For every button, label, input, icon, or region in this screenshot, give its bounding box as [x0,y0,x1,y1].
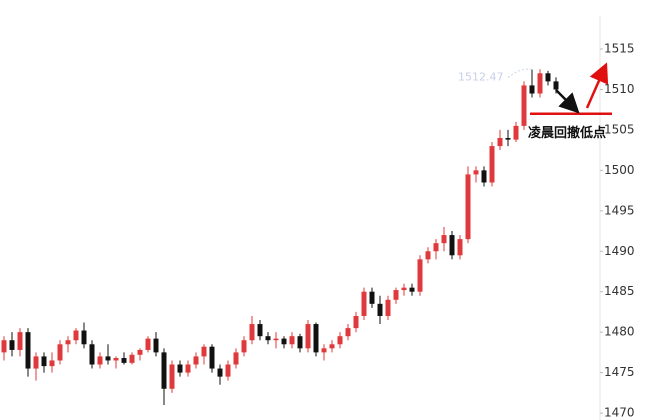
candle-body [9,340,15,350]
y-tick-label: 1500 [604,163,635,177]
y-tick-label: 1480 [604,325,635,339]
candle-body [81,330,87,345]
candle-body [353,315,359,329]
y-tick-label: 1495 [604,203,635,217]
candle-body [129,354,135,363]
candle-body [17,332,23,350]
candle-body [465,174,471,240]
candle-body [33,356,39,369]
candle-body [281,338,287,345]
candle-body [313,324,319,353]
candle-body [473,170,479,175]
candle-body [257,324,263,337]
candle-body [49,360,55,367]
candle-body [377,303,383,316]
candle-body [545,73,551,82]
candle-body [241,340,247,353]
candle-body [193,356,199,365]
candle-body [145,338,151,350]
candle-body [537,73,543,94]
candle-body [497,138,503,147]
candle-body [25,332,31,369]
y-tick-label: 1515 [604,42,635,56]
up-arrow [585,62,609,109]
candle-body [553,81,559,90]
candle-body [297,336,303,349]
candle-body [65,340,71,345]
candle-body [233,352,239,365]
candle-body [185,364,191,373]
candle-body [265,336,271,341]
candle-body [249,324,255,341]
candle-body [449,235,455,256]
down-arrow [555,89,580,114]
y-tick-label: 1475 [604,365,635,379]
candle-body [329,344,335,349]
candle-body [369,291,375,304]
candle-body [137,349,143,355]
candle-body [345,328,351,337]
candle-body [417,259,423,292]
candle-body [401,287,407,291]
candle-body [385,299,391,316]
high-leader [507,68,533,78]
y-tick-label: 1470 [604,406,635,420]
candle-body [425,251,431,260]
candle-body [505,138,511,140]
candle-body [153,338,159,353]
candle-body [113,358,119,361]
candle-body [73,330,79,341]
candle-body [457,239,463,256]
candle-body [201,346,207,357]
candle-body [209,346,215,369]
candle-body [529,85,535,94]
candle-body [169,364,175,389]
y-tick-label: 1490 [604,244,635,258]
candle-body [289,336,295,345]
high-label: 1512.47 [458,70,504,83]
candle-body [337,336,343,345]
candle-body [433,243,439,252]
candle-body [361,291,367,316]
candle-body [521,85,527,126]
candle-body [441,235,447,244]
candle-body [489,146,495,183]
candle-body [305,324,311,349]
candle-body [225,364,231,377]
candle-body [89,344,95,365]
candle-body [217,368,223,377]
candle-body [161,352,167,389]
candle-body [97,356,103,365]
candle-body [1,340,7,353]
support-label: 凌晨回撤低点 [528,125,606,141]
candle-body [409,287,415,292]
candle-body [41,356,47,367]
y-tick-label: 1505 [604,122,635,136]
candle-body [105,356,111,361]
candle-body [273,338,279,341]
candle-body [321,348,327,353]
candle-body [57,344,63,361]
y-tick-label: 1510 [604,82,635,96]
candle-body [481,170,487,183]
candle-body [177,364,183,373]
candle-body [513,125,519,140]
y-tick-label: 1485 [604,284,635,298]
candle-body [393,290,399,300]
candle-body [121,358,127,363]
